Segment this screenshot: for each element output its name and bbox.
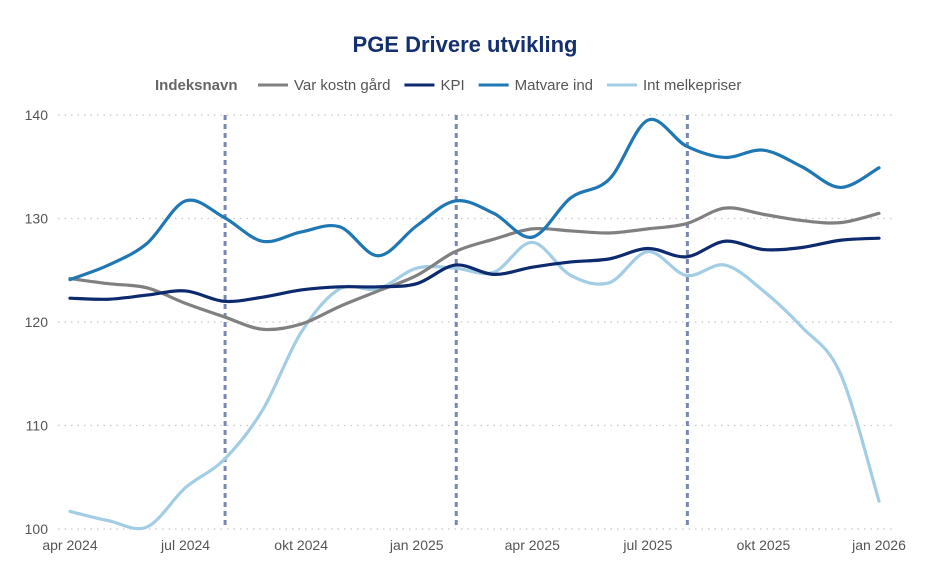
series-line-matvare-ind bbox=[68, 117, 881, 282]
grid bbox=[58, 114, 892, 530]
y-tick-label: 110 bbox=[26, 418, 49, 434]
legend-item-label: Int melkepriser bbox=[643, 77, 741, 94]
y-tick-label: 100 bbox=[25, 521, 49, 537]
x-tick-label: jan 2026 bbox=[851, 537, 906, 553]
series-line-var-kostn-g-rd bbox=[68, 206, 881, 332]
chart-title: PGE Drivere utvikling bbox=[353, 32, 578, 57]
x-tick-label: jan 2025 bbox=[389, 537, 444, 553]
reference-lines bbox=[223, 115, 689, 526]
x-tick-label: jul 2025 bbox=[622, 537, 672, 553]
x-tick-label: apr 2024 bbox=[42, 537, 97, 553]
y-tick-label: 130 bbox=[25, 211, 49, 227]
series-line-int-melkepriser bbox=[68, 240, 881, 531]
y-tick-label: 120 bbox=[25, 314, 49, 330]
x-tick-label: okt 2025 bbox=[737, 537, 791, 553]
x-tick-label: apr 2025 bbox=[505, 537, 560, 553]
y-tick-label: 140 bbox=[25, 107, 49, 123]
legend: Indeksnavn Var kostn gård KPI Matvare ind I… bbox=[155, 77, 741, 94]
x-tick-label: jul 2024 bbox=[160, 537, 210, 553]
legend-item-label: Var kostn gård bbox=[294, 77, 390, 94]
series-lines bbox=[68, 117, 881, 531]
legend-item-label: Matvare ind bbox=[515, 77, 593, 94]
legend-title: Indeksnavn bbox=[155, 77, 238, 94]
x-tick-label: okt 2024 bbox=[274, 537, 328, 553]
y-axis: 100 110 120 130 140 bbox=[25, 107, 49, 537]
legend-item-label: KPI bbox=[440, 77, 464, 94]
series-line-kpi bbox=[68, 236, 881, 304]
x-axis: apr 2024 jul 2024 okt 2024 jan 2025 apr 2025… bbox=[42, 537, 906, 553]
